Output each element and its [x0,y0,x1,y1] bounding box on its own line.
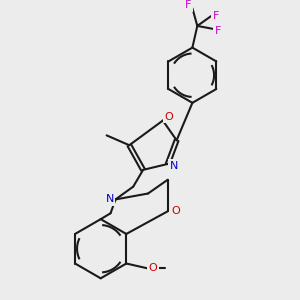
Text: F: F [213,11,219,21]
Text: F: F [215,26,221,36]
Text: O: O [171,206,180,216]
Text: O: O [164,112,173,122]
Text: O: O [148,263,157,274]
Text: F: F [185,0,192,10]
Text: N: N [105,194,114,204]
Text: N: N [169,161,178,171]
